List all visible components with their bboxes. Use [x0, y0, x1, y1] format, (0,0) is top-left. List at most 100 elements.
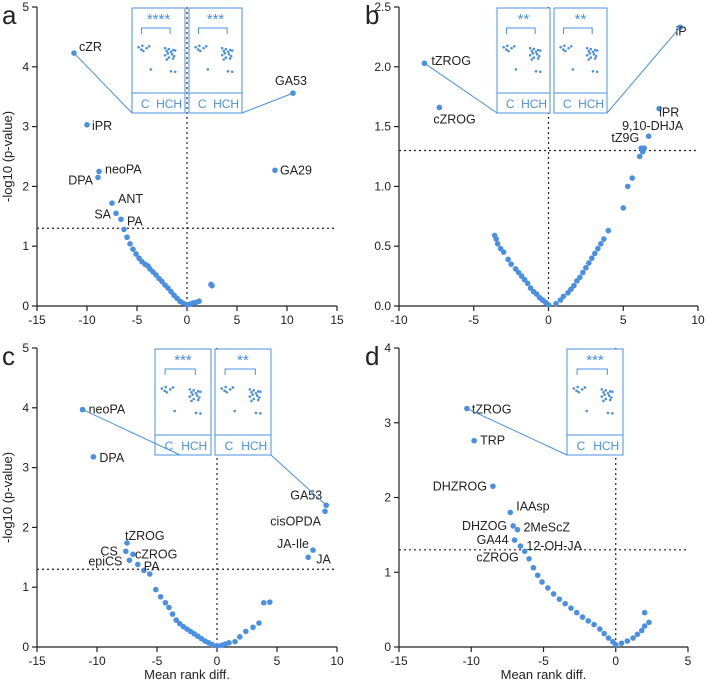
data-point — [157, 593, 164, 600]
x-tick-label: 5 — [620, 313, 627, 327]
x-tick-label: -10 — [390, 313, 408, 327]
inset-dot — [220, 46, 224, 50]
significance-bracket — [563, 27, 593, 34]
significance-stars: *** — [586, 352, 604, 369]
inset-dot — [534, 50, 538, 54]
inset-dot — [587, 49, 591, 53]
inset-dot — [165, 49, 169, 53]
y-tick-label: 0 — [22, 299, 29, 313]
inset-dot — [168, 388, 172, 391]
inset-dot — [164, 385, 168, 389]
data-point — [624, 638, 631, 644]
inset-dot — [165, 390, 169, 394]
labeled-data-point — [130, 551, 136, 558]
inset-group-label: C — [225, 439, 234, 453]
inset-dot — [606, 411, 610, 415]
point-label: JA-Ile — [277, 537, 309, 551]
data-point — [237, 634, 243, 640]
inset-box — [553, 7, 608, 114]
inset-box — [496, 7, 551, 114]
inset-dot — [199, 412, 202, 415]
inset-dot — [224, 56, 228, 59]
point-label: DHZROG — [433, 479, 487, 493]
inset-dot — [228, 57, 232, 60]
inset-dot — [595, 70, 599, 74]
data-point — [214, 643, 220, 649]
inset-group-label: C — [577, 439, 586, 453]
inset-dot — [606, 391, 610, 395]
inset-dot — [538, 70, 542, 74]
inset-dot — [510, 46, 513, 50]
inset-dot — [593, 57, 597, 60]
inset-dot — [594, 54, 598, 58]
inset-dot — [604, 389, 608, 392]
inset-dot — [507, 49, 510, 53]
x-tick-label: 5 — [234, 313, 241, 327]
x-axis-title: Mean rank diff. — [144, 667, 230, 682]
y-tick-label: 1.5 — [374, 120, 391, 134]
point-label: epiCS — [88, 554, 122, 568]
inset-dot — [567, 46, 570, 50]
point-label: IAAsp — [516, 499, 549, 513]
inset-dot — [141, 44, 144, 48]
data-point — [580, 269, 586, 276]
data-point — [162, 599, 169, 606]
x-tick-label: 10 — [280, 313, 294, 327]
inset-dot — [147, 44, 151, 48]
inset-dot — [222, 58, 226, 61]
y-tick-label: 1 — [384, 565, 391, 579]
inset-dot — [604, 397, 608, 401]
labeled-data-point — [322, 508, 328, 515]
inset-group-label: C — [141, 97, 150, 111]
inset-leader-line — [241, 92, 294, 114]
inset-leader-line — [82, 409, 181, 456]
point-label: cisOPDA — [270, 514, 321, 528]
data-point — [526, 555, 532, 562]
data-point — [562, 600, 568, 607]
labeled-data-point — [645, 133, 652, 139]
inset-dot — [585, 409, 588, 413]
inset-dot — [532, 47, 536, 51]
point-label: 9,10-DHJA — [622, 119, 684, 133]
inset-dot — [163, 53, 167, 57]
inset-dot — [196, 398, 200, 402]
inset-dot — [197, 48, 200, 51]
x-tick-label: 5 — [274, 654, 281, 668]
data-point — [629, 175, 636, 181]
inset-dot — [532, 56, 536, 59]
inset-group-label: C — [198, 97, 207, 111]
data-point — [539, 579, 545, 585]
data-point — [196, 298, 202, 305]
inset-box — [154, 348, 212, 456]
inset-dot — [255, 394, 259, 397]
labeled-data-point — [135, 561, 141, 568]
inset-dot — [173, 70, 177, 74]
inset-dot — [169, 50, 173, 54]
inset-dot — [167, 56, 171, 59]
panel-label: c — [2, 341, 15, 371]
inset-dot — [506, 44, 509, 48]
data-point — [209, 282, 215, 289]
inset-group-label: HCH — [593, 439, 619, 453]
data-point — [585, 618, 592, 624]
point-label: CS — [100, 544, 117, 558]
inset-dot — [190, 399, 193, 403]
inset-dot — [589, 56, 593, 59]
inset-dot — [562, 48, 565, 51]
labeled-data-point — [510, 523, 516, 529]
inset-dot — [223, 52, 227, 55]
inset-dot — [505, 48, 508, 51]
y-tick-label: 3 — [22, 461, 29, 475]
data-point — [261, 599, 267, 606]
point-label: cZROG — [433, 112, 475, 126]
point-label: neoPA — [89, 403, 126, 417]
labeled-data-point — [490, 483, 496, 490]
inset-dot — [591, 69, 595, 73]
data-point — [597, 626, 603, 632]
inset-dot — [165, 58, 169, 61]
inset-dot — [225, 390, 229, 394]
inset-leader-line — [73, 52, 133, 114]
inset-dot — [572, 387, 576, 390]
inset-dot — [163, 389, 166, 393]
point-label: iP — [675, 24, 686, 38]
